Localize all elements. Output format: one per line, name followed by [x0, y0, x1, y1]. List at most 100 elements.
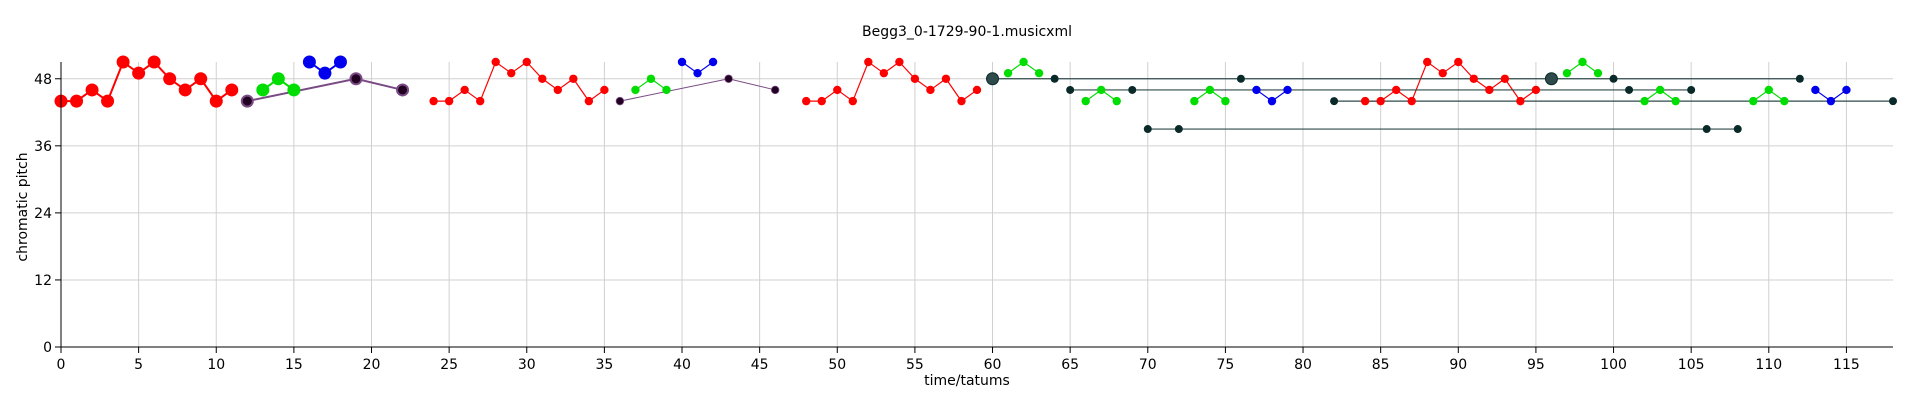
data-point-green	[1749, 96, 1758, 106]
data-point-green	[287, 83, 301, 97]
data-point-blue	[318, 66, 332, 80]
data-point-green	[662, 85, 671, 95]
connection-point	[1889, 97, 1897, 106]
connection-point	[1795, 74, 1804, 83]
x-tick-label: 45	[751, 357, 769, 373]
x-tick-label: 80	[1294, 357, 1312, 373]
data-point-red	[957, 96, 966, 106]
data-point-red	[538, 74, 547, 83]
data-point-red	[926, 85, 935, 95]
data-point-green	[631, 85, 640, 95]
data-point-green	[1780, 96, 1789, 106]
axes	[60, 62, 1893, 348]
data-point-red	[1469, 74, 1479, 83]
data-point-green	[1205, 85, 1215, 95]
data-points	[54, 55, 1897, 134]
data-point-green	[1034, 68, 1044, 78]
connection-point	[1236, 74, 1245, 83]
connection-point	[1733, 125, 1742, 134]
x-tick-label: 15	[285, 357, 303, 373]
data-point-red	[1531, 85, 1541, 95]
data-point-red	[1376, 96, 1385, 106]
data-point-red	[460, 85, 469, 95]
data-point-red	[817, 96, 826, 106]
data-point-green	[1221, 96, 1230, 106]
x-tick-label: 35	[595, 357, 613, 373]
data-point-green	[1562, 68, 1572, 78]
x-tick-label: 10	[207, 357, 225, 373]
data-point-red	[70, 94, 84, 108]
data-point-red	[569, 74, 578, 83]
data-point-red	[444, 96, 454, 106]
data-point-green	[1190, 96, 1199, 106]
data-point-blue	[1252, 85, 1261, 95]
data-point-red	[163, 72, 177, 86]
series-line-red	[1365, 61, 1537, 103]
connection-point	[1050, 74, 1059, 83]
data-point-red	[1407, 96, 1416, 106]
x-tick-label: 65	[1061, 357, 1079, 373]
x-tick-label: 60	[984, 357, 1002, 373]
data-point-red	[833, 85, 842, 95]
x-tick-label: 30	[518, 357, 536, 373]
series-line-red	[433, 61, 605, 103]
data-point-red	[910, 74, 920, 83]
data-point-red	[584, 96, 594, 106]
data-point-blue	[708, 57, 718, 67]
data-point-green	[1081, 96, 1090, 106]
data-point-red	[848, 96, 857, 106]
y-tick-label: 12	[34, 273, 52, 289]
connection-point	[1702, 125, 1711, 134]
data-point-blue	[1811, 85, 1820, 95]
data-point-green	[1640, 96, 1649, 106]
series-lines	[61, 60, 1893, 130]
data-point-red	[85, 83, 99, 97]
data-point-red	[475, 96, 485, 106]
y-tick-label: 0	[43, 340, 52, 356]
data-point-blue	[333, 55, 347, 69]
data-point-green	[1097, 85, 1106, 95]
data-point-red	[522, 57, 531, 67]
connection-point	[1143, 125, 1152, 134]
connection-point-large	[1544, 72, 1558, 86]
series-line-purple	[619, 78, 776, 102]
data-point-red	[864, 57, 873, 67]
data-point-purple	[240, 94, 254, 108]
data-point-red	[972, 85, 982, 95]
connection-point	[1330, 97, 1339, 106]
connection-point	[1625, 85, 1634, 94]
x-tick-label: 20	[363, 357, 381, 373]
connection-point	[1128, 85, 1137, 94]
y-tick-label: 36	[34, 139, 52, 155]
x-tick-label: 95	[1527, 357, 1545, 373]
data-point-red	[101, 94, 115, 108]
data-point-purple	[349, 72, 363, 86]
data-point-purple	[396, 83, 410, 97]
data-point-red	[491, 57, 500, 67]
x-tick-label: 25	[440, 357, 458, 373]
x-tick-label: 5	[134, 357, 143, 373]
data-point-purple	[615, 96, 625, 106]
series-line-red	[806, 61, 978, 103]
chart-title: Begg3_0-1729-90-1.musicxml	[862, 24, 1072, 40]
data-point-blue	[1283, 85, 1292, 95]
data-point-green	[1112, 96, 1121, 106]
data-point-blue	[1826, 96, 1836, 106]
data-point-red	[1423, 57, 1432, 67]
data-point-red	[147, 55, 161, 69]
data-point-red	[879, 68, 889, 78]
data-point-green	[1019, 57, 1028, 67]
data-point-red	[941, 74, 951, 83]
data-point-blue	[1267, 96, 1277, 106]
data-point-green	[1003, 68, 1013, 78]
data-point-red	[1516, 96, 1525, 106]
x-tick-label: 70	[1139, 357, 1157, 373]
x-axis-label: time/tatums	[924, 373, 1010, 389]
data-point-blue	[1842, 85, 1851, 95]
data-point-red	[553, 85, 563, 95]
data-point-red	[1454, 57, 1463, 67]
data-point-red	[507, 68, 516, 78]
data-point-red	[116, 55, 130, 69]
data-point-green	[1578, 57, 1587, 67]
